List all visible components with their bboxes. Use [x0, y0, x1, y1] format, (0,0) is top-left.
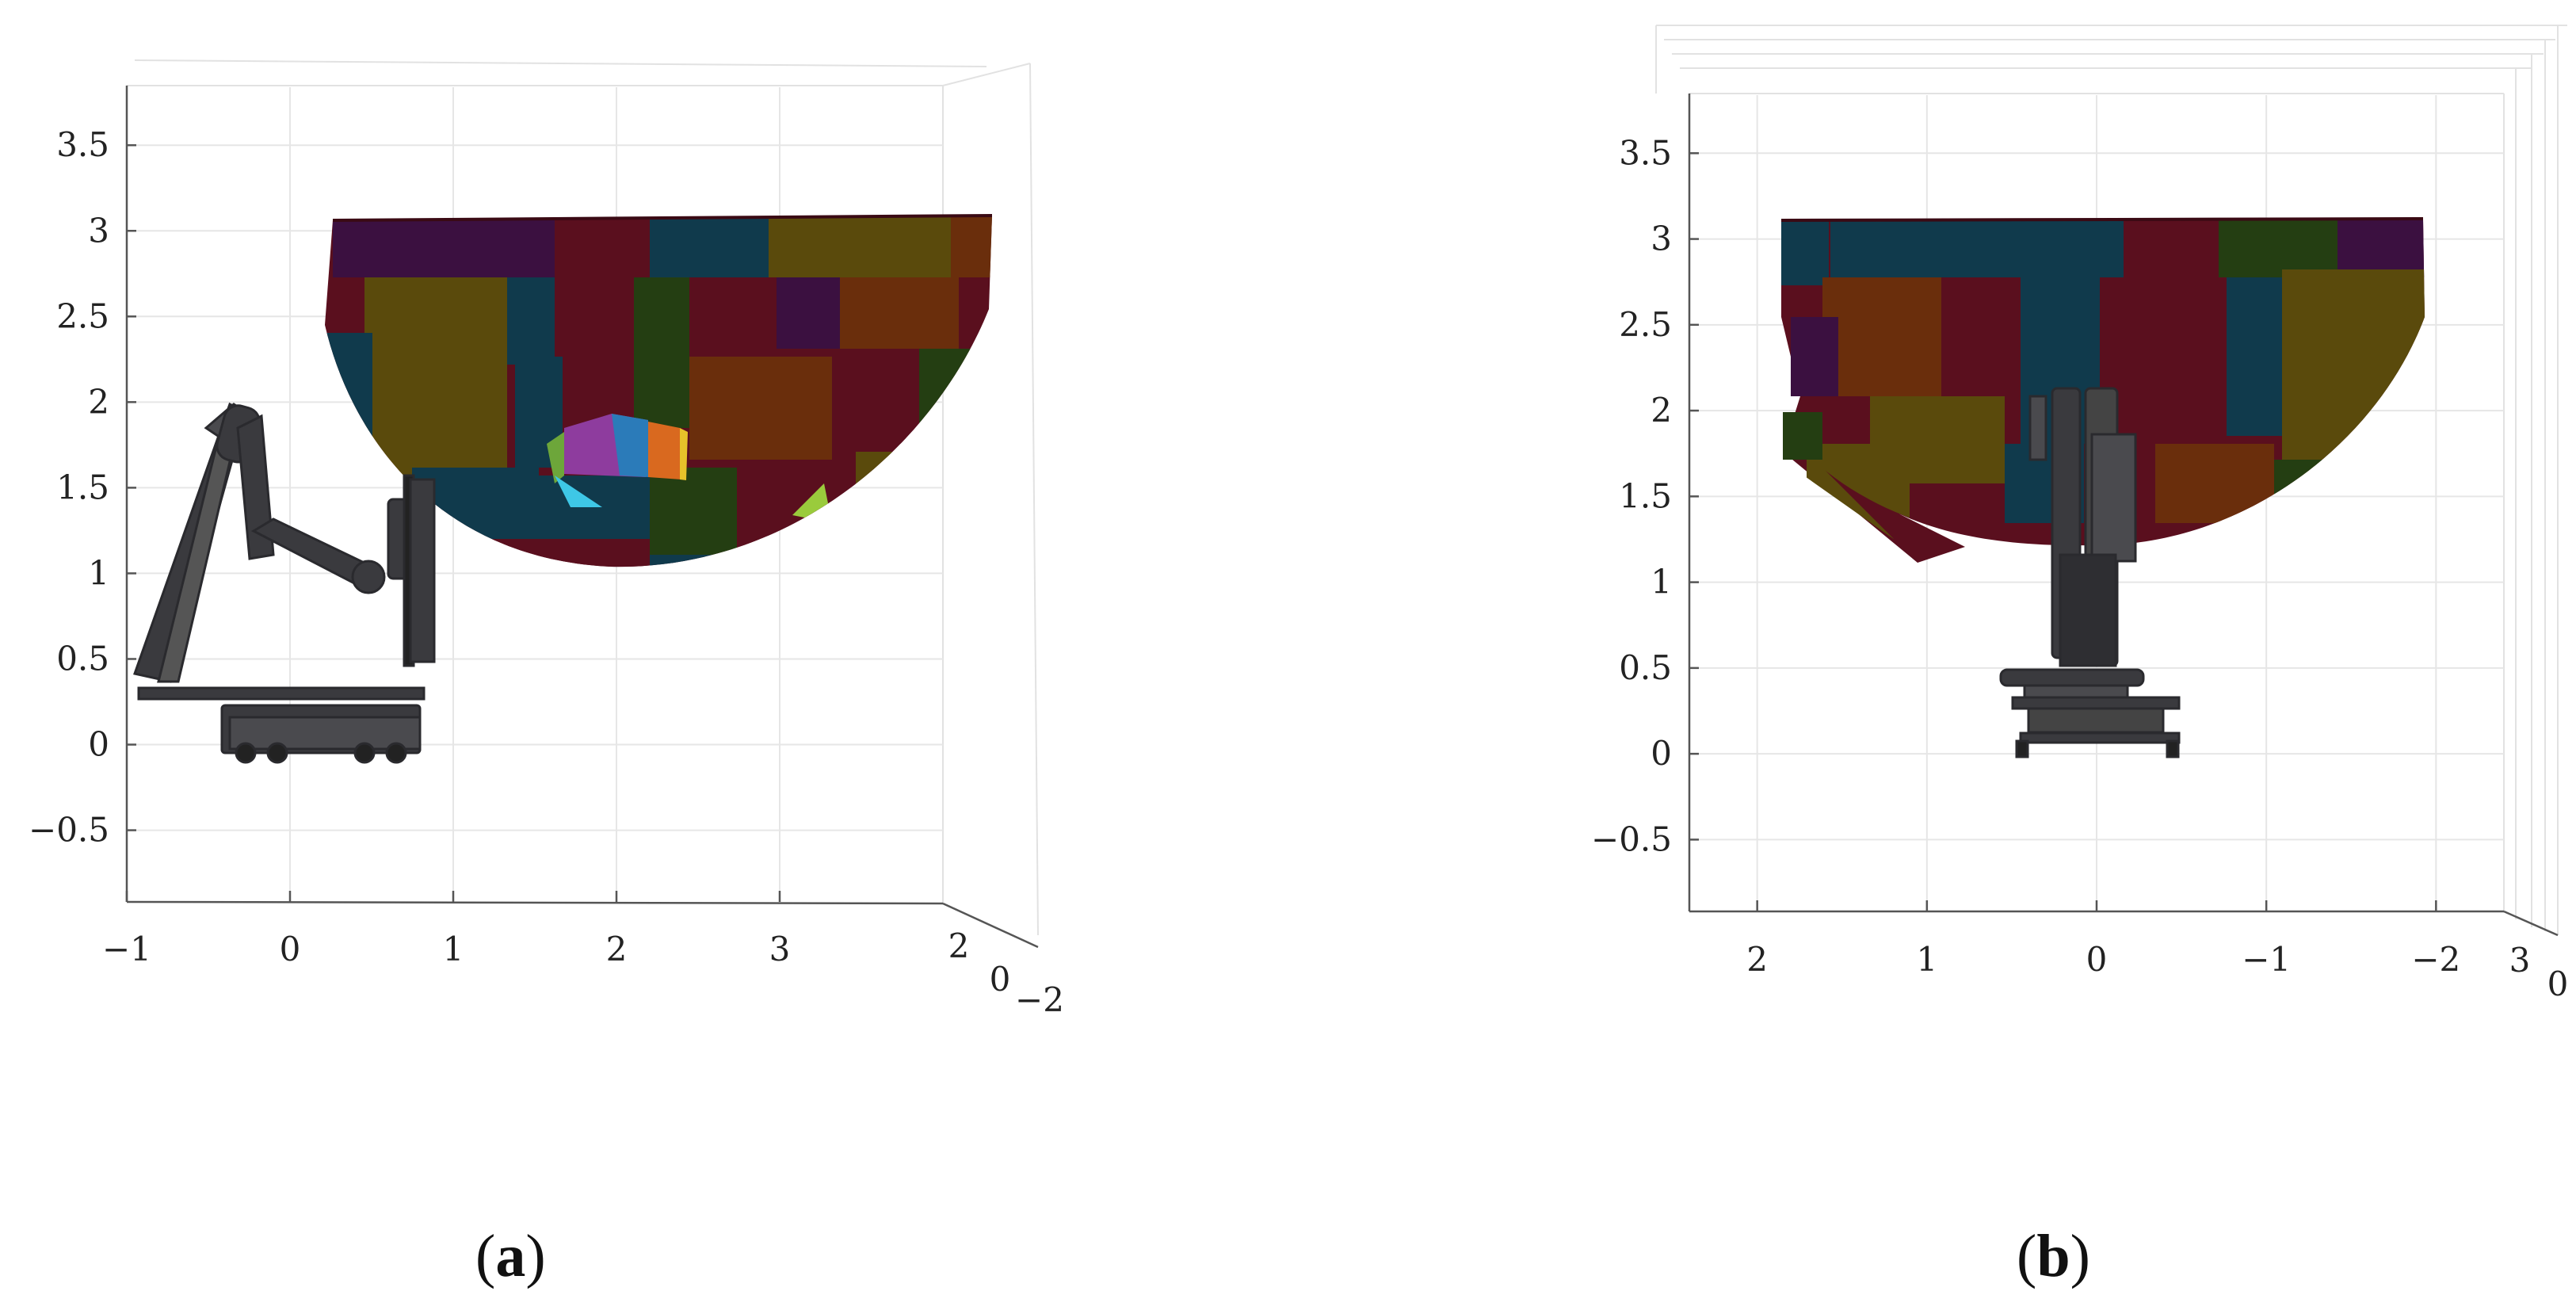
z-tick-label-8: −0.5: [29, 811, 109, 850]
x-tick-label-3: −1: [2242, 940, 2291, 979]
y-tick-label-0: 3: [2509, 941, 2531, 980]
panel-b-grid: [1655, 25, 2567, 935]
x-tick-label-4: −2: [2411, 940, 2460, 979]
panel-a: 3.532.521.510.50−0.5 −1 0 1 2 3 20−2: [29, 59, 1064, 1019]
x-tick-label-4: 3: [769, 930, 791, 968]
z-tick-label-6: 0.5: [1619, 648, 1672, 687]
z-tick-label-3: 2: [1651, 391, 1672, 430]
z-tick-label-6: 0.5: [56, 639, 109, 678]
y-tick-label-1: 0: [990, 960, 1011, 999]
x-tick-label-0: −1: [102, 930, 151, 968]
caption-b: (b): [2017, 1223, 2090, 1289]
panel-b-z-ticks: 3.5 3 2.5 2 1.5 1 0.5 0 −0.5: [1591, 133, 1699, 858]
x-tick-label-2: 0: [2086, 940, 2108, 979]
panel-a-axes: [125, 86, 1039, 949]
z-tick-label-7: 0: [88, 725, 109, 764]
panel-a-y-ticks: 20−2: [948, 926, 1064, 1019]
z-tick-label-2: 2.5: [56, 296, 109, 335]
panel-b-x-ticks: 2 1 0 −1 −2: [1746, 900, 2460, 979]
z-tick-label-2: 2.5: [1619, 305, 1672, 344]
x-tick-label-0: 2: [1746, 940, 1768, 979]
y-tick-label-1: 0: [2547, 965, 2569, 1003]
z-tick-label-7: 0: [1651, 734, 1672, 773]
panel-b: 3.532.521.510.50−0.5 2 1 0 −1 −2 30: [1591, 25, 2568, 1003]
panel-a-x-ticks: −1 0 1 2 3: [102, 891, 790, 968]
x-tick-label-3: 2: [606, 930, 628, 968]
x-tick-label-2: 1: [443, 930, 464, 968]
z-tick-label-8: −0.5: [1591, 819, 1672, 858]
x-tick-label-1: 0: [280, 930, 301, 968]
panel-a-z-ticks: 3.5 3 2.5 2 1.5 1 0.5 0 −0.5: [29, 125, 136, 850]
panel-a-robot: [133, 402, 436, 764]
z-tick-label-1: 3: [1651, 220, 1672, 258]
z-tick-label-5: 1: [88, 553, 109, 592]
z-tick-label-5: 1: [1651, 563, 1672, 602]
z-tick-label-4: 1.5: [56, 468, 109, 506]
y-tick-label-2: −2: [1015, 980, 1064, 1019]
panel-b-y-ticks: 30: [2509, 941, 2569, 1003]
panel-b-robot: [1999, 387, 2181, 758]
z-tick-label-0: 3.5: [1619, 133, 1672, 172]
z-tick-label-3: 2: [88, 382, 109, 421]
x-tick-label-1: 1: [1916, 940, 1937, 979]
caption-a: (a): [475, 1223, 546, 1289]
z-tick-label-4: 1.5: [1619, 476, 1672, 515]
z-tick-label-0: 3.5: [56, 125, 109, 164]
z-tick-label-1: 3: [88, 211, 109, 250]
y-tick-label-0: 2: [948, 926, 970, 965]
